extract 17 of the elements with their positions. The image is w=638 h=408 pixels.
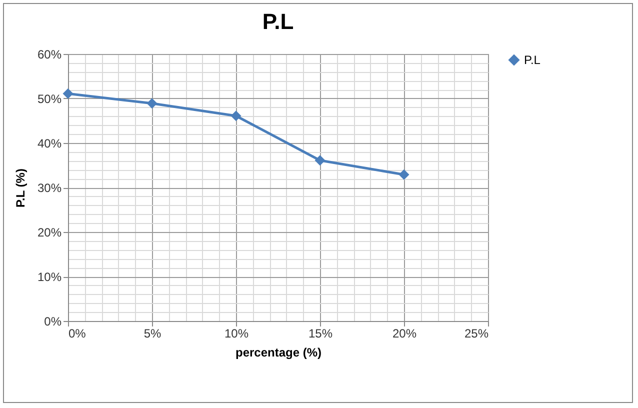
x-tick-label: 5% [144, 326, 162, 340]
y-axis-title: P.L (%) [13, 168, 28, 208]
y-tick-label: 60% [37, 48, 62, 62]
x-tick-label: 10% [224, 326, 249, 340]
x-tick-label: 20% [392, 326, 417, 340]
y-tick-label: 30% [37, 181, 62, 195]
legend-label: P.L [524, 53, 541, 67]
chart-title: P.L [262, 9, 294, 34]
y-tick-label: 0% [44, 314, 62, 328]
y-tick-label: 10% [37, 270, 62, 284]
y-tick-label: 40% [37, 136, 62, 150]
x-tick-label: 15% [308, 326, 333, 340]
x-tick-label: 0% [68, 326, 86, 340]
y-tick-label: 20% [37, 226, 62, 240]
x-axis-title: percentage (%) [235, 346, 322, 360]
y-tick-label: 50% [37, 92, 62, 106]
x-tick-label: 25% [464, 326, 489, 340]
